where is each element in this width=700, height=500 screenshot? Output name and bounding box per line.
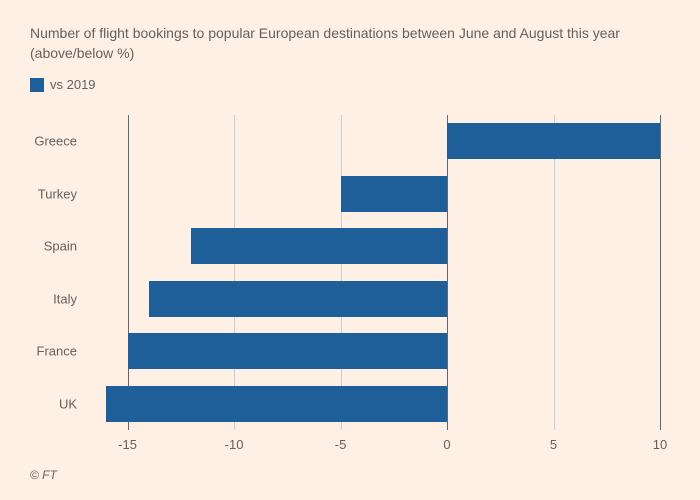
x-tick-label: -15 <box>118 437 137 452</box>
legend: vs 2019 <box>30 77 670 92</box>
plot-area: -15-10-50510GreeceTurkeySpainItalyFrance… <box>85 115 660 430</box>
category-label: Greece <box>27 134 77 149</box>
bar <box>149 281 447 317</box>
bar <box>191 228 447 264</box>
legend-swatch <box>30 78 44 92</box>
legend-label: vs 2019 <box>50 77 96 92</box>
chart-title: Number of flight bookings to popular Eur… <box>30 24 620 63</box>
x-tick-label: 0 <box>443 437 450 452</box>
bar <box>447 123 660 159</box>
bar <box>106 386 447 422</box>
x-tick-label: 10 <box>653 437 667 452</box>
category-label: UK <box>27 396 77 411</box>
x-tick-label: 5 <box>550 437 557 452</box>
x-tick-label: -10 <box>225 437 244 452</box>
x-tick-label: -5 <box>335 437 347 452</box>
gridline <box>234 115 235 430</box>
gridline <box>128 115 129 430</box>
category-label: Spain <box>27 239 77 254</box>
gridline <box>341 115 342 430</box>
gridline <box>447 115 448 430</box>
gridline <box>660 115 661 430</box>
category-label: Italy <box>27 291 77 306</box>
bar <box>341 176 447 212</box>
category-label: France <box>27 344 77 359</box>
bar <box>128 333 447 369</box>
category-label: Turkey <box>27 186 77 201</box>
source-credit: © FT <box>30 468 57 482</box>
gridline <box>554 115 555 430</box>
chart-container: Number of flight bookings to popular Eur… <box>0 0 700 500</box>
